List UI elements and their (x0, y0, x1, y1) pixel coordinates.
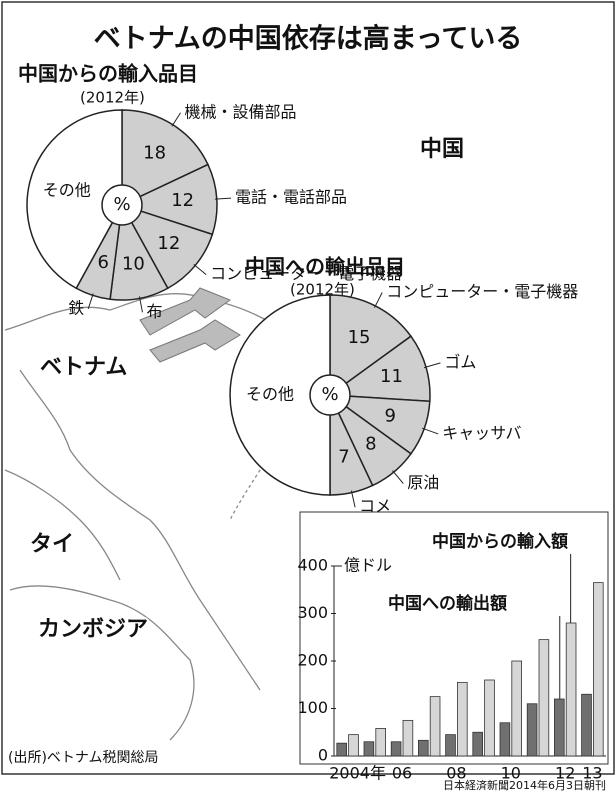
slice-name: その他 (43, 180, 91, 199)
slice-name: ゴム (444, 352, 476, 371)
bar (390, 741, 402, 757)
y-tick-label: 300 (297, 603, 328, 622)
data-label: 12 (171, 190, 194, 211)
leader-line (350, 490, 356, 508)
bar (363, 741, 375, 757)
data-label: 15 (348, 327, 371, 348)
slice-name: キャッサバ (442, 423, 521, 442)
data-label: 18 (143, 143, 166, 164)
data-label: 7 (338, 446, 349, 467)
bar (484, 679, 495, 757)
data-label: 10 (122, 254, 145, 275)
leader-line (193, 263, 207, 276)
bar (336, 742, 348, 757)
border (4, 469, 121, 581)
title: ベトナムの中国依存は高まっている (94, 23, 523, 55)
bar (348, 734, 359, 757)
bar (472, 731, 484, 757)
x-tick-label: 12 (555, 764, 575, 783)
bar (402, 719, 414, 757)
slice-name: 布 (146, 302, 162, 321)
bar (581, 693, 592, 757)
x-tick-label: 2004年 (329, 764, 386, 783)
y-tick-label: 100 (297, 698, 328, 717)
leader-line (423, 362, 441, 369)
map-label: タイ (30, 532, 74, 557)
data-label: 9 (384, 406, 395, 427)
map-label: カンボジア (38, 617, 148, 642)
chart-title: 中国からの輸入品目 (18, 62, 198, 86)
leader-line (138, 296, 143, 313)
pie-slice (229, 294, 331, 496)
source: (出所)ベトナム税関総局 (8, 750, 159, 766)
x-tick-label: 13 (582, 764, 602, 783)
chart-subtitle: (2012年) (80, 89, 145, 107)
bar (538, 639, 550, 757)
arrow (139, 287, 232, 336)
slice-name: 機械・設備部品 (185, 102, 297, 121)
slice-name: 電話・電話部品 (235, 188, 347, 207)
arrow (149, 319, 241, 363)
y-tick-label: 400 (297, 556, 328, 575)
slice-name: コメ (359, 497, 391, 516)
bar (593, 582, 604, 757)
center-label: % (113, 194, 130, 215)
leader-line (171, 112, 181, 127)
chart-title: 中国への輸出品目 (245, 255, 405, 279)
legend-label: 中国からの輸入額 (432, 531, 568, 552)
bar-panel (299, 511, 609, 765)
leader-line (374, 292, 383, 308)
pie-hole (101, 184, 143, 226)
arrows (139, 287, 241, 363)
leader-line (422, 427, 439, 435)
chart-subtitle: (2012年) (290, 281, 355, 299)
border (9, 585, 195, 741)
bar (456, 681, 468, 757)
bar (554, 698, 565, 757)
bar (375, 728, 386, 757)
slice-name: コンピューター・電子機器 (210, 264, 402, 283)
bar (526, 703, 538, 757)
bar (445, 734, 456, 757)
credit: 日本経済新聞2014年6月3日朝刊 (443, 778, 606, 792)
data-label: 6 (97, 252, 108, 273)
bar (565, 622, 577, 757)
map-label: ベトナム (40, 355, 127, 380)
border (4, 293, 301, 341)
slice-name: 原油 (407, 473, 439, 492)
bar (499, 722, 511, 757)
x-tick-label: 06 (392, 764, 412, 783)
pie-hole (309, 374, 351, 416)
y-axis-label: 億ドル (344, 556, 392, 575)
center-label: % (321, 384, 338, 405)
data-label: 11 (380, 366, 403, 387)
bar (418, 739, 429, 757)
pie-slice (26, 109, 123, 290)
x-tick-label: 10 (501, 764, 521, 783)
data-label: 8 (365, 433, 376, 454)
y-tick-label: 0 (318, 746, 328, 765)
slice-name: その他 (246, 385, 294, 404)
legend-label: 中国への輸出額 (388, 593, 507, 614)
slice-name: 鉄 (68, 298, 84, 317)
leader-line (214, 197, 232, 200)
y-tick-label: 200 (297, 651, 328, 670)
map-label: 中国 (420, 137, 464, 162)
leader-line (87, 293, 94, 310)
leader-line (392, 470, 404, 484)
bar (429, 696, 441, 757)
bar (511, 660, 522, 757)
coast (19, 369, 261, 691)
x-tick-label: 08 (446, 764, 466, 783)
data-label: 12 (157, 233, 180, 254)
slice-name: コンピューター・電子機器 (386, 282, 578, 301)
